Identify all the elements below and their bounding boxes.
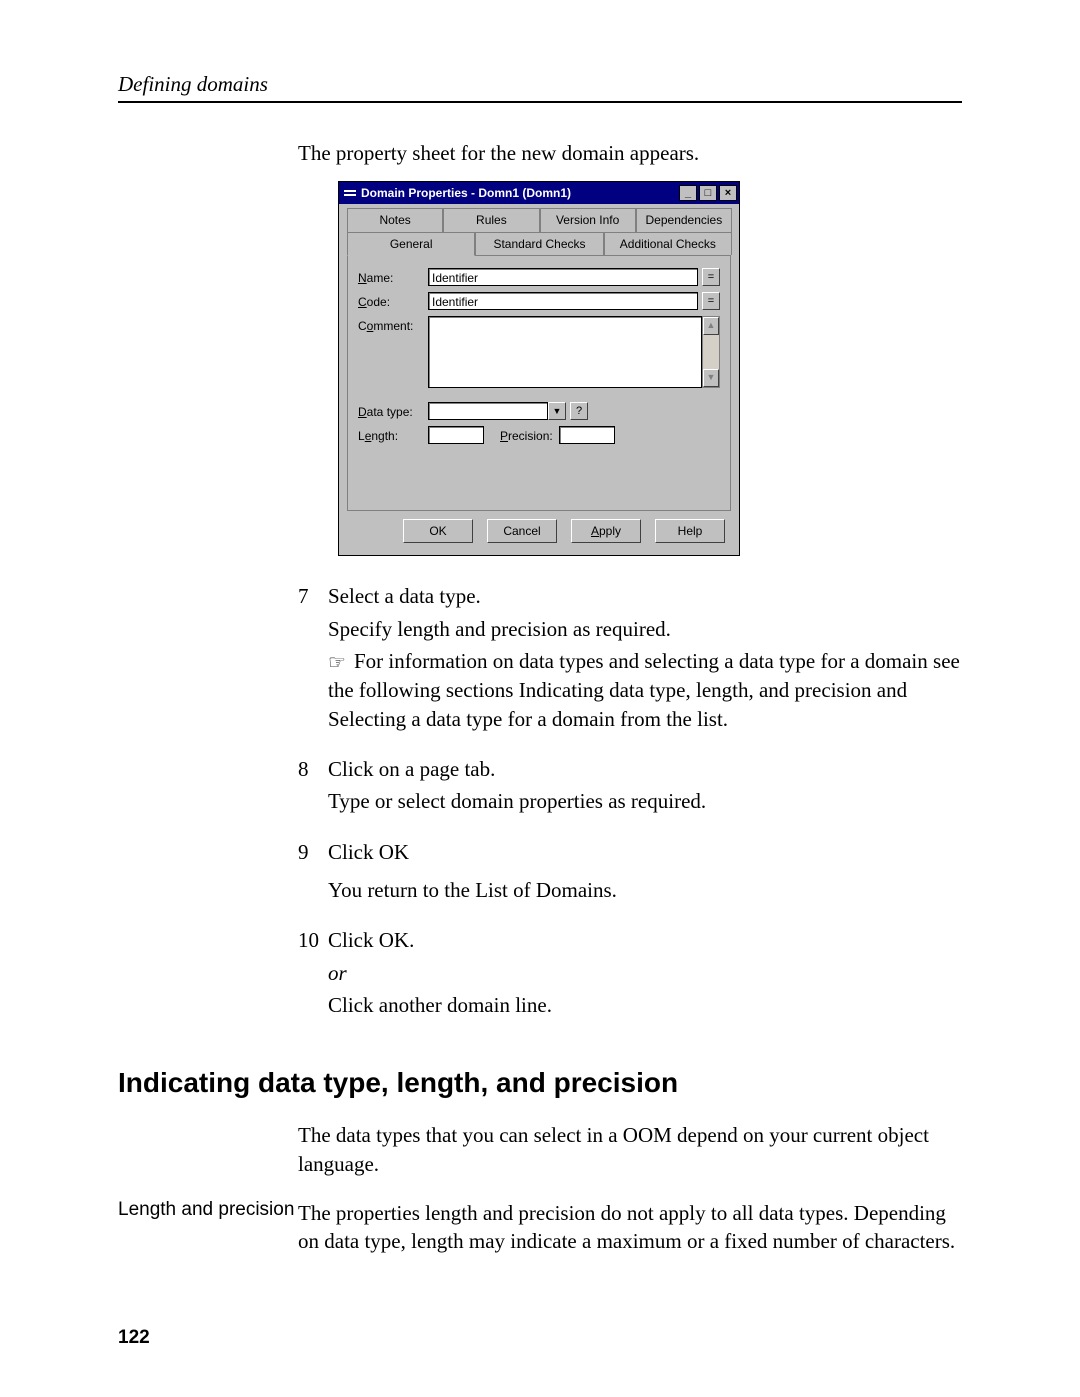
scroll-down-icon[interactable]: ▼ <box>703 369 719 387</box>
step-note: ☞For information on data types and selec… <box>328 647 962 733</box>
minimize-button[interactable]: _ <box>679 185 697 201</box>
steps-list: 7 Select a data type. Specify length and… <box>298 582 962 1023</box>
step-text: Click OK. <box>328 926 962 954</box>
intro-text: The property sheet for the new domain ap… <box>298 139 962 167</box>
tab-notes[interactable]: Notes <box>347 208 443 231</box>
close-button[interactable]: × <box>719 185 737 201</box>
section-heading: Indicating data type, length, and precis… <box>118 1067 962 1099</box>
step-or: or <box>328 959 962 987</box>
header-rule <box>118 101 962 103</box>
step-text: Click OK <box>328 838 962 866</box>
step-10: 10 Click OK. or Click another domain lin… <box>298 926 962 1023</box>
tab-standard-checks[interactable]: Standard Checks <box>475 232 603 255</box>
step-8: 8 Click on a page tab. Type or select do… <box>298 755 962 820</box>
scroll-up-icon[interactable]: ▲ <box>703 317 719 335</box>
step-text: Specify length and precision as required… <box>328 615 962 643</box>
data-type-help-button[interactable]: ? <box>570 402 588 420</box>
step-number: 8 <box>298 755 328 820</box>
pointer-icon: ☞ <box>328 650 346 677</box>
comment-textarea[interactable] <box>428 316 702 388</box>
cancel-button[interactable]: Cancel <box>487 519 557 543</box>
tab-version-info[interactable]: Version Info <box>540 208 636 231</box>
help-button[interactable]: Help <box>655 519 725 543</box>
step-after: You return to the List of Domains. <box>328 876 962 904</box>
tab-page-general: Name: Identifier = Code: Identifier = Co… <box>347 255 731 512</box>
data-type-label: Data type: <box>358 402 428 420</box>
dialog-button-bar: OK Cancel Apply Help <box>339 519 739 555</box>
step-7: 7 Select a data type. Specify length and… <box>298 582 962 736</box>
step-or-line: Click another domain line. <box>328 991 962 1019</box>
tab-rules[interactable]: Rules <box>443 208 539 231</box>
name-equals-button[interactable]: = <box>702 268 720 286</box>
page-number: 122 <box>118 1327 150 1349</box>
length-label: Length: <box>358 426 428 444</box>
dialog-title: Domain Properties - Domn1 (Domn1) <box>361 185 677 201</box>
tab-dependencies[interactable]: Dependencies <box>636 208 732 231</box>
code-label: Code: <box>358 292 428 310</box>
comment-label: Comment: <box>358 316 428 334</box>
step-number: 9 <box>298 838 328 909</box>
domain-properties-dialog: Domain Properties - Domn1 (Domn1) _ □ × … <box>338 181 740 556</box>
code-input[interactable]: Identifier <box>428 292 698 310</box>
running-head: Defining domains <box>118 72 962 97</box>
titlebar: Domain Properties - Domn1 (Domn1) _ □ × <box>339 182 739 204</box>
apply-button[interactable]: Apply <box>571 519 641 543</box>
tab-additional-checks[interactable]: Additional Checks <box>604 232 732 255</box>
step-text: Type or select domain properties as requ… <box>328 787 962 815</box>
tab-strip: Notes Rules Version Info Dependencies Ge… <box>339 204 739 254</box>
step-text: Select a data type. <box>328 582 962 610</box>
name-label: Name: <box>358 268 428 286</box>
length-precision-text: The properties length and precision do n… <box>298 1199 962 1256</box>
comment-scrollbar[interactable]: ▲ ▼ <box>702 316 720 388</box>
step-number: 7 <box>298 582 328 736</box>
code-equals-button[interactable]: = <box>702 292 720 310</box>
margin-label: Length and precision <box>118 1199 298 1221</box>
length-input[interactable] <box>428 426 484 444</box>
data-type-dropdown-icon[interactable]: ▼ <box>548 402 566 420</box>
section-paragraph: The data types that you can select in a … <box>298 1121 962 1178</box>
app-icon <box>343 186 357 200</box>
precision-input[interactable] <box>559 426 615 444</box>
name-input[interactable]: Identifier <box>428 268 698 286</box>
step-number: 10 <box>298 926 328 1023</box>
step-9: 9 Click OK You return to the List of Dom… <box>298 838 962 909</box>
step-text: Click on a page tab. <box>328 755 962 783</box>
ok-button[interactable]: OK <box>403 519 473 543</box>
maximize-button[interactable]: □ <box>699 185 717 201</box>
precision-label: Precision: <box>500 426 553 444</box>
tab-general[interactable]: General <box>347 232 475 256</box>
data-type-combo[interactable] <box>428 402 548 420</box>
